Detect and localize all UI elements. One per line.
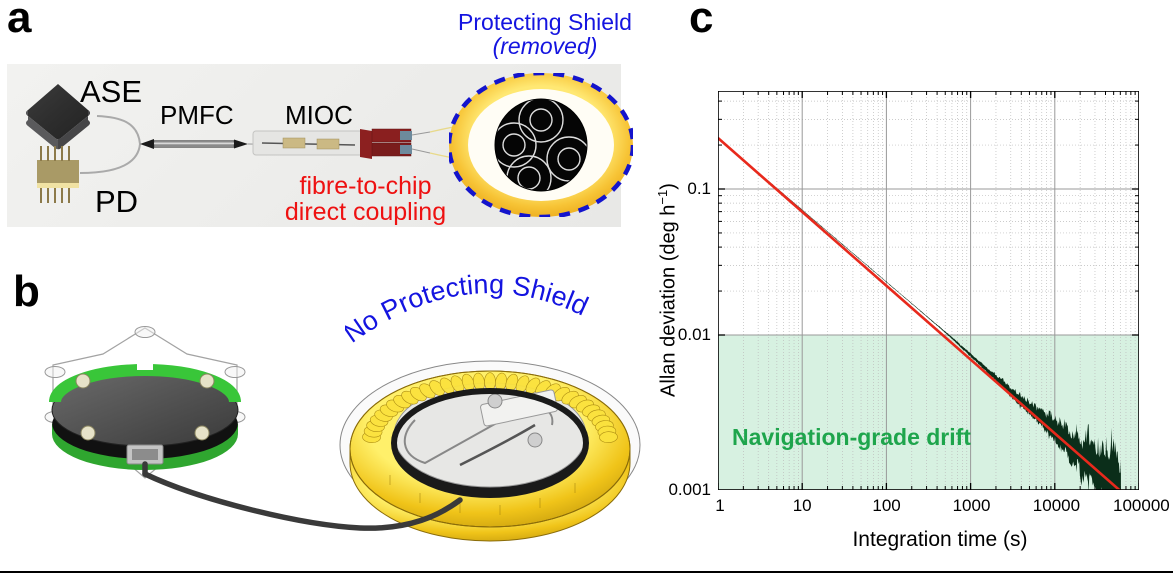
- svg-text:No Protecting Shield: No Protecting Shield: [345, 270, 593, 349]
